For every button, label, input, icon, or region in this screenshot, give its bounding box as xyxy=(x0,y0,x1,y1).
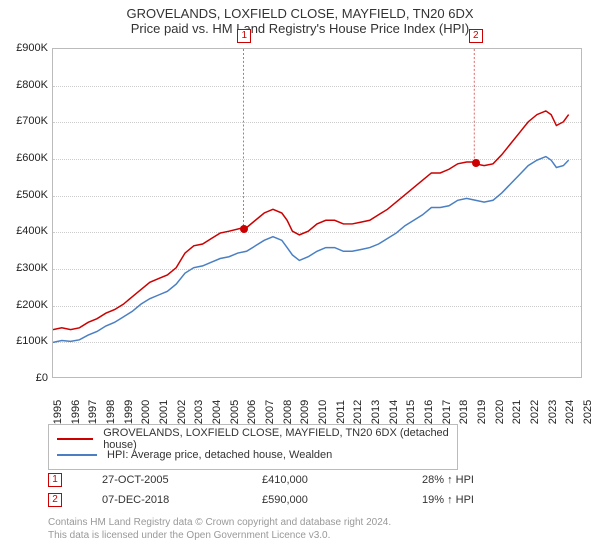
footnote-line-2: This data is licensed under the Open Gov… xyxy=(48,529,578,542)
x-tick-label: 2008 xyxy=(282,400,294,424)
x-axis-labels: 1995 1996 1997 1998 1999 2000 2001 2002 2003 2004… xyxy=(52,382,582,422)
y-tick-label: £400K xyxy=(16,225,48,237)
x-tick-label: 2006 xyxy=(246,400,258,424)
x-tick-label: 1998 xyxy=(105,400,117,424)
x-tick-label: 2014 xyxy=(388,400,400,424)
series-line xyxy=(53,111,569,330)
y-tick-label: £100K xyxy=(16,335,48,347)
sale-marker-number: 1 xyxy=(237,29,251,43)
x-tick-label: 2009 xyxy=(299,400,311,424)
legend-swatch xyxy=(57,454,97,456)
x-tick-label: 1996 xyxy=(70,400,82,424)
chart-figure: GROVELANDS, LOXFIELD CLOSE, MAYFIELD, TN… xyxy=(0,0,600,560)
y-tick-label: £500K xyxy=(16,189,48,201)
event-number: 2 xyxy=(48,493,62,507)
sale-marker-dot xyxy=(240,225,248,233)
y-tick-label: £600K xyxy=(16,152,48,164)
title-subtitle: Price paid vs. HM Land Registry's House … xyxy=(0,21,600,36)
legend-swatch xyxy=(57,438,93,440)
y-tick-label: £900K xyxy=(16,42,48,54)
x-tick-label: 2005 xyxy=(229,400,241,424)
x-tick-label: 2017 xyxy=(441,400,453,424)
x-tick-label: 2001 xyxy=(158,400,170,424)
series-lines xyxy=(53,49,581,377)
x-tick-label: 1999 xyxy=(123,400,135,424)
x-tick-label: 2023 xyxy=(547,400,559,424)
event-hpi-diff: 28% ↑ HPI xyxy=(422,474,542,486)
legend-label: GROVELANDS, LOXFIELD CLOSE, MAYFIELD, TN… xyxy=(103,427,449,451)
footnote: Contains HM Land Registry data © Crown c… xyxy=(48,516,578,542)
title-block: GROVELANDS, LOXFIELD CLOSE, MAYFIELD, TN… xyxy=(0,0,600,36)
event-number: 1 xyxy=(48,473,62,487)
x-tick-label: 2015 xyxy=(405,400,417,424)
event-date: 27-OCT-2005 xyxy=(102,474,222,486)
x-tick-label: 2021 xyxy=(511,400,523,424)
event-row: 2 07-DEC-2018 £590,000 19% ↑ HPI xyxy=(48,490,578,510)
y-tick-label: £300K xyxy=(16,262,48,274)
event-hpi-diff: 19% ↑ HPI xyxy=(422,494,542,506)
legend: GROVELANDS, LOXFIELD CLOSE, MAYFIELD, TN… xyxy=(48,424,458,470)
x-tick-label: 2000 xyxy=(140,400,152,424)
y-tick-label: £0 xyxy=(36,372,48,384)
footnote-line-1: Contains HM Land Registry data © Crown c… xyxy=(48,516,578,529)
x-tick-label: 2025 xyxy=(582,400,594,424)
x-tick-label: 2012 xyxy=(352,400,364,424)
x-tick-label: 2010 xyxy=(317,400,329,424)
x-tick-label: 2018 xyxy=(458,400,470,424)
event-row: 1 27-OCT-2005 £410,000 28% ↑ HPI xyxy=(48,470,578,490)
event-price: £590,000 xyxy=(262,494,382,506)
plot-area: 12 xyxy=(52,48,582,378)
event-date: 07-DEC-2018 xyxy=(102,494,222,506)
sale-events-table: 1 27-OCT-2005 £410,000 28% ↑ HPI 2 07-DEC-201… xyxy=(48,470,578,510)
x-tick-label: 1997 xyxy=(87,400,99,424)
x-tick-label: 2013 xyxy=(370,400,382,424)
event-price: £410,000 xyxy=(262,474,382,486)
sale-marker-dot xyxy=(472,159,480,167)
x-tick-label: 2019 xyxy=(476,400,488,424)
x-tick-label: 2020 xyxy=(494,400,506,424)
x-tick-label: 2002 xyxy=(176,400,188,424)
legend-row: GROVELANDS, LOXFIELD CLOSE, MAYFIELD, TN… xyxy=(57,431,449,447)
title-address: GROVELANDS, LOXFIELD CLOSE, MAYFIELD, TN… xyxy=(0,6,600,21)
x-tick-label: 2024 xyxy=(564,400,576,424)
x-tick-label: 2016 xyxy=(423,400,435,424)
x-tick-label: 2003 xyxy=(193,400,205,424)
x-tick-label: 2007 xyxy=(264,400,276,424)
y-tick-label: £200K xyxy=(16,299,48,311)
y-tick-label: £800K xyxy=(16,79,48,91)
sale-marker-number: 2 xyxy=(469,29,483,43)
series-line xyxy=(53,157,569,343)
x-tick-label: 2022 xyxy=(529,400,541,424)
legend-label: HPI: Average price, detached house, Weal… xyxy=(107,449,332,461)
y-tick-label: £700K xyxy=(16,115,48,127)
x-tick-label: 2011 xyxy=(335,400,347,424)
x-tick-label: 1995 xyxy=(52,400,64,424)
x-tick-label: 2004 xyxy=(211,400,223,424)
